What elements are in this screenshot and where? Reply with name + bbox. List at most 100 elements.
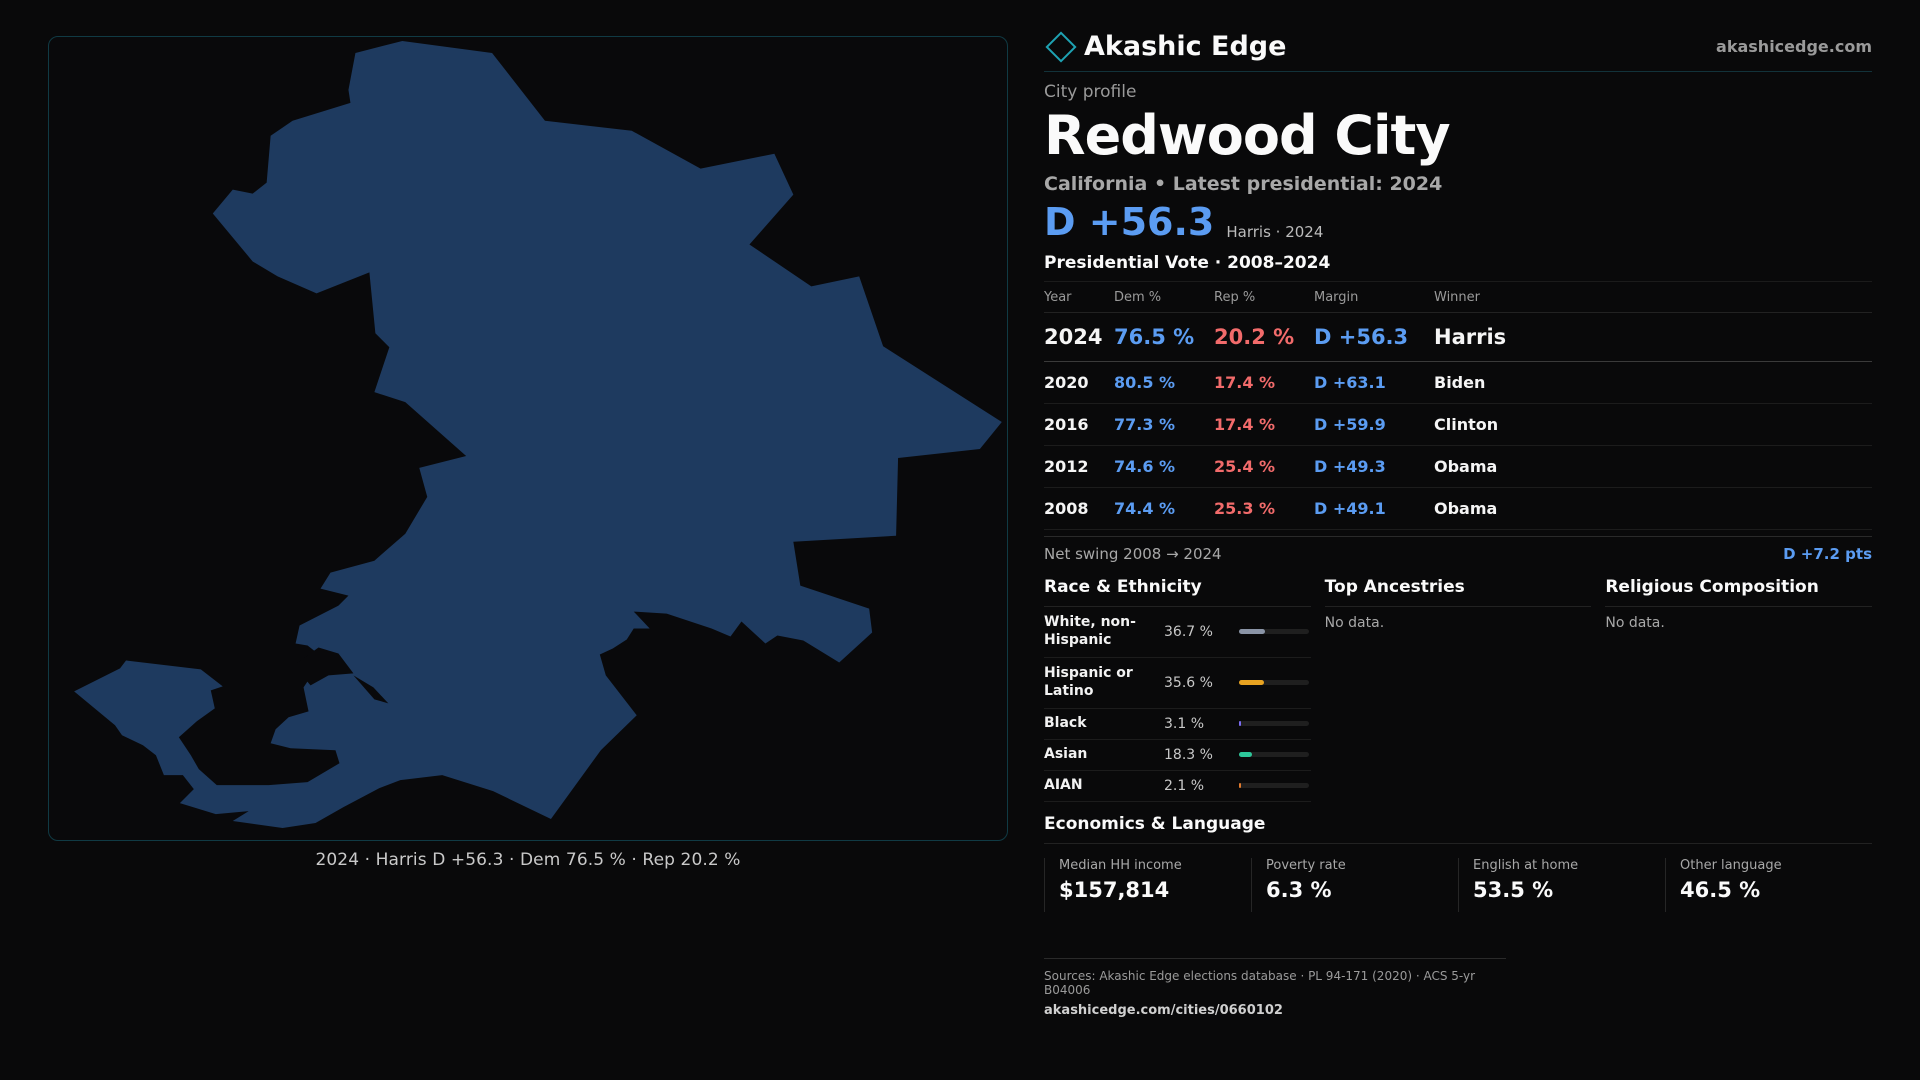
vote-table-header: Year Dem % Rep % Margin Winner xyxy=(1044,282,1872,313)
city-boundary-map[interactable] xyxy=(48,36,1008,841)
cell-rep: 25.3 % xyxy=(1214,487,1314,530)
vote-table: Year Dem % Rep % Margin Winner 2024 76.5… xyxy=(1044,282,1872,530)
religion-heading: Religious Composition xyxy=(1605,577,1873,607)
cell-dem: 74.6 % xyxy=(1114,445,1214,488)
economics-grid: Median HH income $157,814 Poverty rate 6… xyxy=(1044,857,1872,912)
cell-rep: 17.4 % xyxy=(1214,403,1314,446)
race-bar xyxy=(1239,752,1309,758)
cell-winner: Harris xyxy=(1434,312,1872,362)
city-shape-svg xyxy=(74,40,1002,829)
sources-footer: Sources: Akashic Edge elections database… xyxy=(1044,957,1506,1018)
race-name: Asian xyxy=(1044,746,1088,763)
race-bar-fill xyxy=(1239,752,1252,758)
econ-cell-english: English at home 53.5 % xyxy=(1458,857,1665,912)
cell-winner: Obama xyxy=(1434,445,1872,488)
table-row: 2016 77.3 % 17.4 % D +59.9 Clinton xyxy=(1044,403,1872,446)
city-profile-panel: Akashic Edge akashicedge.com City profil… xyxy=(1044,30,1873,1018)
econ-cell-income: Median HH income $157,814 xyxy=(1044,857,1251,912)
net-swing-label: Net swing 2008 → 2024 xyxy=(1044,544,1222,563)
race-pct: 18.3 % xyxy=(1164,746,1213,763)
race-bar-fill xyxy=(1239,680,1264,686)
race-row: AIAN 2.1 % xyxy=(1044,771,1311,802)
ancestries-section: Top Ancestries No data. xyxy=(1324,577,1592,802)
race-bar-fill xyxy=(1239,721,1242,727)
cell-winner: Biden xyxy=(1434,361,1872,404)
cell-margin: D +59.9 xyxy=(1314,403,1434,446)
race-bar-fill xyxy=(1239,783,1241,789)
cell-year: 2012 xyxy=(1044,445,1114,488)
race-row: White, non-Hispanic 36.7 % xyxy=(1044,607,1311,658)
cell-dem: 80.5 % xyxy=(1114,361,1214,404)
net-swing-value: D +7.2 pts xyxy=(1783,544,1872,563)
brand-url-link[interactable]: akashicedge.com xyxy=(1716,37,1872,56)
sources-url-link[interactable]: akashicedge.com/cities/0660102 xyxy=(1044,1002,1283,1018)
econ-label: Other language xyxy=(1680,857,1782,873)
econ-value: 6.3 % xyxy=(1266,877,1332,902)
map-caption: 2024 · Harris D +56.3 · Dem 76.5 % · Rep… xyxy=(315,850,741,870)
page-eyebrow: City profile xyxy=(1044,82,1137,102)
race-pct: 3.1 % xyxy=(1164,715,1205,732)
table-row: 2008 74.4 % 25.3 % D +49.1 Obama xyxy=(1044,487,1872,530)
race-bar xyxy=(1239,629,1309,635)
margin-value: D +56.3 xyxy=(1044,200,1215,245)
cell-dem: 77.3 % xyxy=(1114,403,1214,446)
cell-year: 2016 xyxy=(1044,403,1114,446)
race-heading: Race & Ethnicity xyxy=(1044,577,1311,607)
demographics-columns: Race & Ethnicity White, non-Hispanic 36.… xyxy=(1044,577,1873,802)
margin-note: Harris · 2024 xyxy=(1226,223,1324,242)
race-pct: 35.6 % xyxy=(1164,674,1213,691)
econ-value: 46.5 % xyxy=(1680,877,1761,902)
religion-section: Religious Composition No data. xyxy=(1605,577,1873,802)
cell-dem: 76.5 % xyxy=(1114,312,1214,362)
col-header-winner: Winner xyxy=(1434,282,1872,313)
econ-value: 53.5 % xyxy=(1473,877,1554,902)
brand-header: Akashic Edge akashicedge.com xyxy=(1044,30,1872,72)
col-header-dem: Dem % xyxy=(1114,282,1214,313)
inlet-shape xyxy=(293,647,354,686)
vote-section-heading: Presidential Vote · 2008–2024 xyxy=(1044,253,1872,283)
econ-value: $157,814 xyxy=(1059,877,1170,902)
econ-label: Poverty rate xyxy=(1266,857,1346,873)
headline-margin: D +56.3 Harris · 2024 xyxy=(1044,203,1872,241)
religion-empty: No data. xyxy=(1605,614,1665,631)
cell-margin: D +49.3 xyxy=(1314,445,1434,488)
cell-rep: 25.4 % xyxy=(1214,445,1314,488)
race-name: AIAN xyxy=(1044,777,1083,794)
race-name: Black xyxy=(1044,715,1087,732)
econ-cell-poverty: Poverty rate 6.3 % xyxy=(1251,857,1458,912)
col-header-year: Year xyxy=(1044,282,1114,313)
economics-heading: Economics & Language xyxy=(1044,814,1872,844)
econ-cell-other-language: Other language 46.5 % xyxy=(1665,857,1872,912)
table-row: 2012 74.6 % 25.4 % D +49.3 Obama xyxy=(1044,445,1872,488)
race-row: Black 3.1 % xyxy=(1044,709,1311,740)
race-row: Asian 18.3 % xyxy=(1044,740,1311,771)
cell-rep: 20.2 % xyxy=(1214,312,1314,362)
cell-year: 2020 xyxy=(1044,361,1114,404)
race-bar xyxy=(1239,783,1309,789)
diamond-outline-icon xyxy=(1045,30,1077,63)
page-title: Redwood City xyxy=(1044,104,1451,167)
col-header-margin: Margin xyxy=(1314,282,1434,313)
cell-margin: D +49.1 xyxy=(1314,487,1434,530)
race-name: Hispanic or Latino xyxy=(1044,665,1133,699)
cell-margin: D +56.3 xyxy=(1314,312,1434,362)
sources-line: Sources: Akashic Edge elections database… xyxy=(1044,968,1476,997)
ancestries-empty: No data. xyxy=(1324,614,1385,631)
race-bar-fill xyxy=(1239,629,1265,635)
race-row: Hispanic or Latino 35.6 % xyxy=(1044,658,1311,709)
brand-name[interactable]: Akashic Edge xyxy=(1084,31,1287,62)
race-pct: 36.7 % xyxy=(1164,623,1213,640)
net-swing: Net swing 2008 → 2024 D +7.2 pts xyxy=(1044,535,1872,563)
ancestries-heading: Top Ancestries xyxy=(1324,577,1592,607)
cell-winner: Clinton xyxy=(1434,403,1872,446)
table-row: 2024 76.5 % 20.2 % D +56.3 Harris xyxy=(1044,312,1872,362)
race-ethnicity-section: Race & Ethnicity White, non-Hispanic 36.… xyxy=(1044,577,1311,802)
cell-rep: 17.4 % xyxy=(1214,361,1314,404)
cell-winner: Obama xyxy=(1434,487,1872,530)
col-header-rep: Rep % xyxy=(1214,282,1314,313)
race-bar xyxy=(1239,680,1309,686)
page-subtitle: California • Latest presidential: 2024 xyxy=(1044,173,1443,196)
race-bar xyxy=(1239,721,1309,727)
cell-year: 2024 xyxy=(1044,312,1114,362)
city-boundary-shape[interactable] xyxy=(74,40,1002,829)
